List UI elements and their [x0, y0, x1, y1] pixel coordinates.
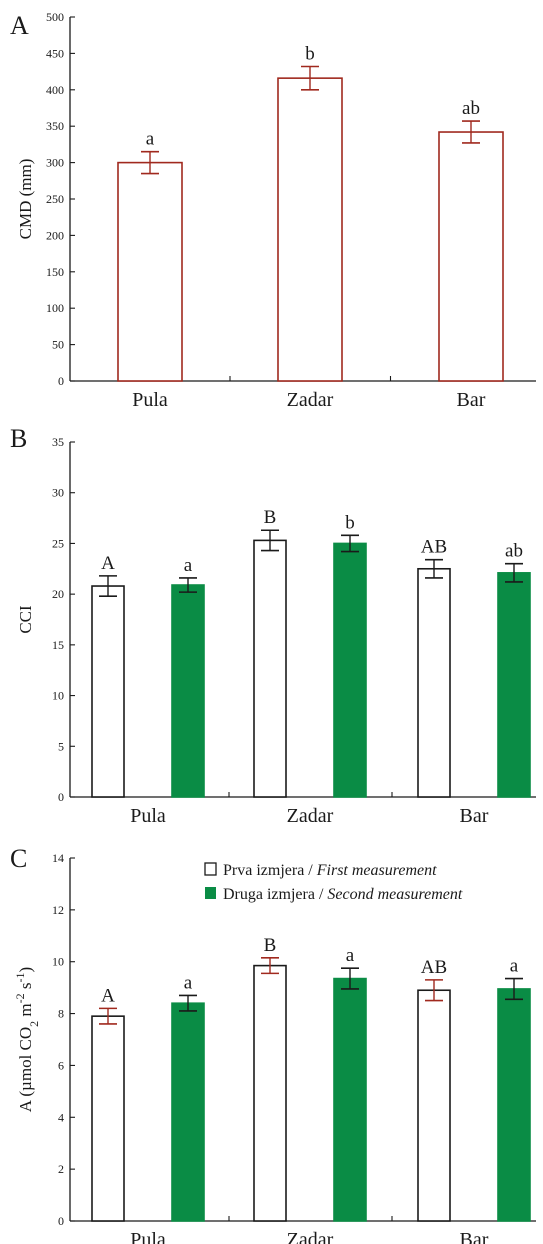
panel-letter-a: A	[10, 11, 29, 40]
panel-b-bar-second	[333, 542, 367, 798]
panel-c-error-bar	[261, 957, 279, 975]
panel-c-significance-label: a	[510, 956, 519, 977]
panel-c-y-axis-title: A (µmol CO2 m-2 s-1)	[13, 967, 41, 1112]
legend-label-second: Druga izmjera / Second measurement	[223, 886, 463, 903]
panel-a-y-tick-label: 300	[46, 156, 64, 170]
legend-swatch-second	[205, 887, 216, 899]
panel-a-chart: A 0 50 100 150 200 250 300 350 400 450 500 Pula Zada…	[10, 10, 536, 411]
panel-c-category-label: Zadar	[287, 1229, 334, 1244]
panel-c-bar-second	[497, 988, 531, 1222]
panel-a-y-tick-label: 350	[46, 119, 64, 133]
panel-b-bar-second	[171, 584, 205, 798]
panel-a-error-bar	[141, 150, 159, 175]
panel-b-significance-label: B	[264, 507, 277, 528]
panel-a-significance-label: a	[146, 129, 155, 150]
panel-c-y-tick-label: 4	[58, 1110, 64, 1124]
panel-b-y-tick-label: 20	[52, 587, 64, 601]
panel-b-y-tick-label: 25	[52, 536, 64, 550]
panel-c-y-tick-label: 14	[52, 851, 64, 865]
panel-b-error-bar	[505, 562, 523, 583]
panel-b-bar-first	[417, 567, 451, 798]
panel-c-bar-second	[333, 977, 367, 1222]
panel-c-y-tick-label: 0	[58, 1214, 64, 1228]
panel-a-y-tick-label: 500	[46, 10, 64, 24]
panel-a-y-tick-label: 200	[46, 228, 64, 242]
panel-b-category-label: Bar	[460, 805, 489, 827]
panel-a-y-tick-label: 0	[58, 374, 64, 388]
panel-b-y-tick-label: 0	[58, 790, 64, 804]
panel-c-error-bar	[341, 967, 359, 990]
panel-a-significance-label: b	[305, 44, 315, 65]
panel-b-y-tick-label: 30	[52, 486, 64, 500]
panel-a-y-axis-title: CMD (mm)	[16, 159, 35, 240]
panel-b-category-label: Zadar	[287, 805, 334, 827]
panel-c-bar-first	[91, 1015, 125, 1222]
panel-c-significance-label: AB	[421, 957, 447, 978]
panel-b-y-tick-label: 5	[58, 739, 64, 753]
panel-c-error-bar	[179, 994, 197, 1012]
panel-c-error-bar	[425, 979, 443, 1002]
panel-c-significance-label: a	[184, 972, 193, 993]
panel-b-error-bar	[261, 529, 279, 552]
panel-c-significance-label: A	[101, 985, 115, 1006]
panel-c-y-tick-label: 6	[58, 1058, 64, 1072]
panel-c-error-bar	[505, 977, 523, 1001]
panel-c-bar-first	[253, 964, 287, 1222]
panel-b-error-bar	[99, 575, 117, 597]
panel-c-y-tick-label: 8	[58, 1007, 64, 1021]
legend-label-first: Prva izmjera / First measurement	[223, 862, 437, 879]
panel-a-bar-first	[438, 131, 504, 382]
panel-b-y-axis-title: CCI	[16, 605, 35, 634]
panel-a-error-bar	[462, 120, 480, 144]
panel-b-significance-label: a	[184, 555, 193, 576]
panel-c-y-tick-label: 12	[52, 903, 64, 917]
panel-c-significance-label: B	[264, 935, 277, 956]
panel-c-bar-second	[171, 1002, 205, 1222]
panel-b-significance-label: AB	[421, 537, 447, 558]
panel-a-significance-label: ab	[462, 98, 480, 119]
panel-c-y-tick-label: 10	[52, 955, 64, 969]
panel-b-significance-label: A	[101, 553, 115, 574]
panel-b-y-tick-label: 10	[52, 689, 64, 703]
panel-a-bar-first	[277, 77, 343, 382]
panel-a-y-tick-label: 400	[46, 83, 64, 97]
panel-c-significance-label: a	[346, 945, 355, 966]
panel-a-category-label: Bar	[457, 389, 486, 411]
panel-a-category-label: Pula	[132, 389, 168, 411]
panel-a-y-tick-label: 250	[46, 192, 64, 206]
panel-a-y-tick-label: 50	[52, 338, 64, 352]
panel-c-bar-first	[417, 989, 451, 1222]
panel-a-category-label: Zadar	[287, 389, 334, 411]
panel-b-error-bar	[425, 558, 443, 579]
panel-a-y-tick-label: 100	[46, 301, 64, 315]
panel-b-significance-label: b	[345, 512, 355, 533]
panel-c-chart: C 0 2 4 6 8 10 12 14 Pula Zadar Bar A (µmol CO2 m-2…	[10, 844, 536, 1244]
panel-letter-b: B	[10, 424, 27, 453]
panel-b-error-bar	[179, 577, 197, 593]
panel-b-y-tick-label: 35	[52, 435, 64, 449]
panel-c-error-bar	[99, 1007, 117, 1025]
panel-a-error-bar	[301, 65, 319, 91]
panel-b-significance-label: ab	[505, 541, 523, 562]
panel-c-y-tick-label: 2	[58, 1162, 64, 1176]
panel-b-bar-second	[497, 572, 531, 798]
legend: Prva izmjera / First measurement Druga i…	[204, 862, 463, 903]
legend-swatch-first	[204, 862, 217, 876]
panel-b-error-bar	[341, 534, 359, 553]
panel-b-category-label: Pula	[130, 805, 166, 827]
panel-a-y-tick-label: 450	[46, 46, 64, 60]
panel-c-category-label: Bar	[460, 1229, 489, 1244]
panel-b-bar-first	[91, 585, 125, 798]
panel-b-y-tick-label: 15	[52, 638, 64, 652]
panel-a-bar-first	[117, 161, 183, 382]
panel-c-category-label: Pula	[130, 1229, 166, 1244]
panel-b-bar-first	[253, 539, 287, 798]
panel-letter-c: C	[10, 844, 27, 873]
panel-a-y-tick-label: 150	[46, 265, 64, 279]
